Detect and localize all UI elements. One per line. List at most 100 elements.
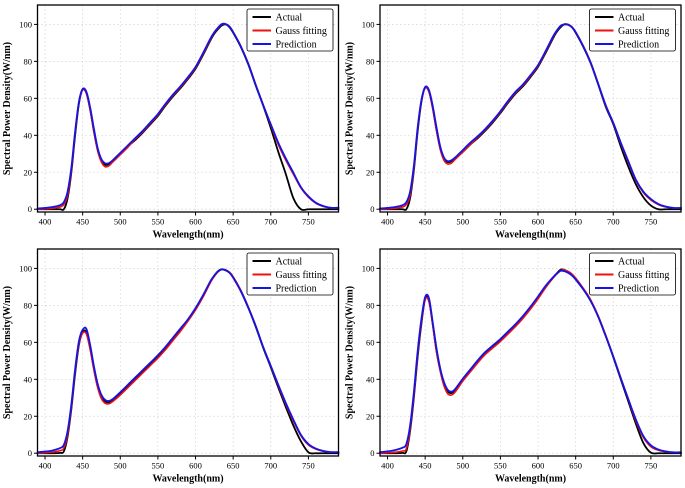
y-tick-label: 20	[24, 411, 33, 421]
y-tick-label: 0	[28, 448, 32, 458]
x-tick-label: 650	[569, 217, 582, 227]
legend: Actual Gauss fitting Prediction	[589, 8, 676, 52]
x-tick-label: 500	[114, 461, 127, 471]
chart-top-right: 400 450 500 550 600 650 700 750 0 20 40 60 80 100 Wave…	[345, 4, 682, 241]
x-axis-label: Wavelength(nm)	[495, 230, 566, 241]
x-tick-label: 750	[645, 217, 658, 227]
y-tick-label: 20	[24, 167, 33, 177]
plot-grid	[380, 5, 681, 212]
x-tick-label: 750	[645, 461, 658, 471]
y-axis-label: Spectral Power Density(W/nm)	[2, 42, 13, 175]
panel-bottom-left: 400 450 500 550 600 650 700 750 0 20 40 60 80 100 Wave…	[0, 244, 342, 488]
y-tick-label: 40	[24, 374, 33, 384]
x-tick-label: 600	[532, 217, 545, 227]
x-axis-label: Wavelength(nm)	[152, 474, 223, 485]
legend: Actual Gauss fitting Prediction	[246, 252, 334, 296]
y-tick-label: 80	[24, 56, 33, 66]
legend-label: Prediction	[276, 40, 317, 51]
y-tick-label: 60	[366, 93, 375, 103]
x-tick-label: 500	[456, 217, 469, 227]
x-tick-label: 700	[607, 461, 620, 471]
y-tick-label: 60	[24, 337, 33, 347]
x-axis-label: Wavelength(nm)	[495, 474, 566, 485]
legend-label: Gauss fitting	[618, 270, 669, 281]
y-axis: 0 20 40 60 80 100	[362, 263, 380, 458]
series-prediction	[36, 22, 340, 210]
y-tick-label: 0	[370, 448, 374, 458]
legend-box	[246, 252, 334, 296]
legend-label: Prediction	[276, 284, 317, 295]
y-axis: 0 20 40 60 80 100	[19, 19, 38, 214]
x-axis: 400 450 500 550 600 650 700 750	[39, 456, 315, 471]
legend-label: Gauss fitting	[276, 270, 327, 281]
y-tick-label: 40	[366, 374, 375, 384]
y-tick-label: 80	[366, 300, 375, 310]
x-tick-label: 650	[227, 217, 240, 227]
y-tick-label: 100	[19, 19, 32, 29]
y-axis-label: Spectral Power Density(W/nm)	[2, 286, 13, 419]
x-tick-label: 550	[152, 461, 165, 471]
x-tick-label: 650	[569, 461, 582, 471]
legend-box	[246, 8, 334, 52]
y-tick-label: 60	[366, 337, 375, 347]
x-tick-label: 400	[39, 217, 52, 227]
panel-top-left: 400 450 500 550 600 650 700 750 0 20 40 60 80 100 Wave…	[0, 0, 342, 244]
plot-grid	[37, 249, 339, 456]
legend-label: Actual	[618, 257, 645, 268]
x-axis: 400 450 500 550 600 650 700 750	[39, 212, 315, 227]
chart-top-left: 400 450 500 550 600 650 700 750 0 20 40 60 80 100 Wave…	[2, 4, 340, 241]
y-tick-label: 20	[366, 411, 375, 421]
x-tick-label: 400	[381, 461, 394, 471]
x-tick-label: 750	[302, 217, 315, 227]
legend-label: Actual	[276, 257, 303, 268]
x-tick-label: 400	[39, 461, 52, 471]
x-tick-label: 550	[152, 217, 165, 227]
y-axis: 0 20 40 60 80 100	[362, 19, 380, 214]
legend: Actual Gauss fitting Prediction	[246, 8, 334, 52]
y-axis-label: Spectral Power Density(W/nm)	[345, 42, 356, 175]
x-tick-label: 550	[494, 217, 507, 227]
plot-frame	[36, 248, 340, 457]
x-tick-label: 700	[607, 217, 620, 227]
y-axis-label: Spectral Power Density(W/nm)	[345, 286, 356, 419]
series-prediction	[36, 268, 340, 454]
y-axis: 0 20 40 60 80 100	[19, 263, 38, 458]
y-tick-label: 40	[24, 130, 33, 140]
x-tick-label: 600	[189, 461, 202, 471]
x-tick-label: 450	[419, 217, 432, 227]
x-tick-label: 450	[76, 217, 89, 227]
y-tick-label: 0	[28, 204, 32, 214]
plot-frame	[36, 4, 340, 213]
series-prediction	[379, 23, 682, 210]
y-tick-label: 0	[370, 204, 374, 214]
y-tick-label: 100	[362, 19, 375, 29]
plot-frame	[379, 4, 682, 213]
y-tick-label: 80	[24, 300, 33, 310]
x-axis: 400 450 500 550 600 650 700 750	[381, 212, 657, 227]
legend-label: Actual	[276, 13, 303, 24]
x-tick-label: 750	[302, 461, 315, 471]
y-tick-label: 40	[366, 130, 375, 140]
x-axis: 400 450 500 550 600 650 700 750	[381, 456, 657, 471]
plot-grid	[37, 5, 339, 212]
legend-box	[589, 8, 676, 52]
plot-frame	[379, 248, 682, 457]
x-axis-label: Wavelength(nm)	[152, 230, 223, 241]
x-tick-label: 450	[419, 461, 432, 471]
x-tick-label: 700	[264, 461, 277, 471]
legend-label: Gauss fitting	[276, 26, 327, 37]
panel-bottom-right: 400 450 500 550 600 650 700 750 0 20 40 60 80 100 Wave…	[342, 244, 685, 488]
legend-label: Gauss fitting	[618, 26, 669, 37]
y-tick-label: 100	[19, 263, 32, 273]
x-tick-label: 600	[189, 217, 202, 227]
x-tick-label: 500	[456, 461, 469, 471]
x-tick-label: 400	[381, 217, 394, 227]
chart-bottom-right: 400 450 500 550 600 650 700 750 0 20 40 60 80 100 Wave…	[345, 248, 682, 485]
legend-label: Prediction	[618, 40, 659, 51]
x-tick-label: 450	[76, 461, 89, 471]
series-prediction	[379, 269, 682, 454]
x-tick-label: 650	[227, 461, 240, 471]
x-tick-label: 550	[494, 461, 507, 471]
x-tick-label: 500	[114, 217, 127, 227]
